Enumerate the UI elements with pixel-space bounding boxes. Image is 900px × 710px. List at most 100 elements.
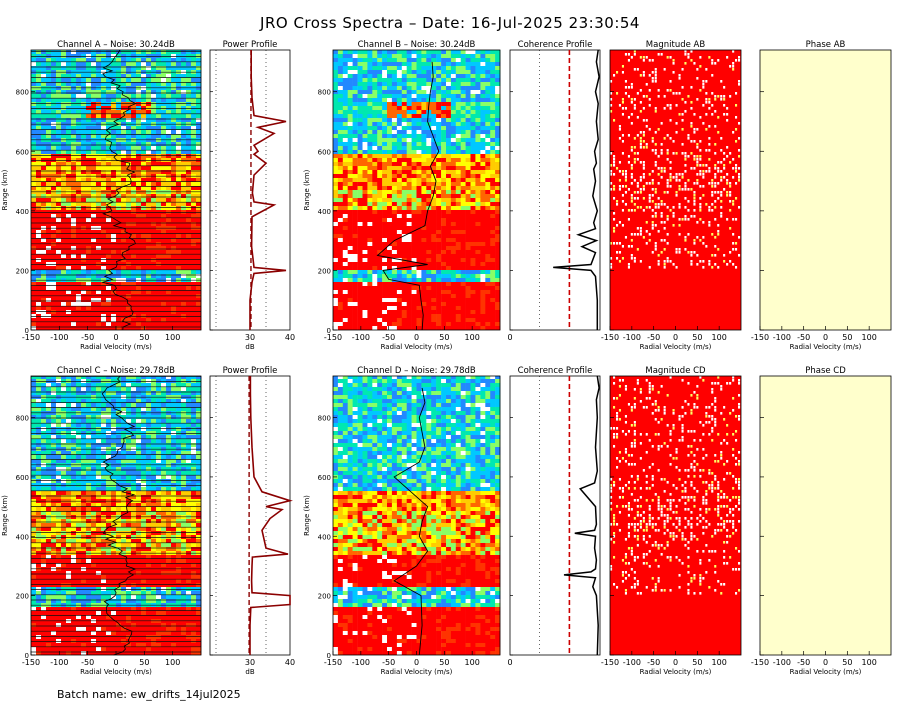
spectra-cell [111,74,117,78]
spectra-cell [485,166,491,170]
spectra-cell [382,210,388,214]
spectra-cell [46,286,52,290]
spectra-cell [421,250,427,254]
spectra-cell [111,94,117,98]
spectra-cell [352,174,358,178]
spectra-cell [490,70,496,74]
spectra-cell [441,158,447,162]
spectra-cell [342,214,348,218]
spectra-cell [406,254,412,258]
spectra-cell [387,302,393,306]
spectra-cell [367,306,373,310]
spectra-cell [475,54,481,58]
spectra-cell [382,294,388,298]
spectra-cell [490,254,496,258]
spectra-cell [181,102,187,106]
spectra-cell [362,314,368,318]
spectra-cell [342,286,348,290]
spectra-cell [146,66,152,70]
spectra-cell [181,158,187,162]
spectra-cell [171,146,177,150]
spectra-cell [116,186,122,190]
spectra-cell [141,166,147,170]
spectra-cell [401,70,407,74]
spectra-cell [480,266,486,270]
spectra-cell [136,58,142,62]
spectra-cell [176,326,182,330]
spectra-cell [66,130,72,134]
spectra-cell [337,110,344,114]
spectra-cell [342,158,348,162]
spectra-cell [181,170,187,174]
spectra-cell [126,134,132,138]
spectra-cell [391,94,398,98]
spectra-cell [372,138,378,142]
spectra-cell [81,230,87,234]
magnitude-cell [639,89,642,92]
spectra-cell [76,114,82,118]
spectra-cell [377,130,383,134]
spectra-cell [406,242,412,246]
spectra-cell [66,206,72,210]
spectra-cell [91,54,97,58]
spectra-cell [191,238,197,242]
spectra-cell [81,110,87,114]
spectra-cell [136,198,142,202]
spectra-cell [352,130,358,134]
spectra-cell [151,102,157,106]
spectra-cell [401,218,407,222]
spectra-cell [450,66,457,70]
spectra-cell [382,102,388,106]
spectra-cell [357,254,363,258]
spectra-cell [196,218,202,222]
spectra-cell [91,150,97,154]
velocity-tick-label: 50 [439,333,449,342]
spectra-cell [401,246,407,250]
spectra-cell [106,170,112,174]
spectra-cell [401,214,407,218]
spectra-cell [342,234,348,238]
spectra-cell [396,182,403,186]
spectra-cell [156,94,162,98]
spectra-cell [391,190,398,194]
spectra-cell [362,282,368,286]
spectra-cell [116,106,122,110]
spectra-cell [426,174,432,178]
spectra-cell [146,74,152,78]
spectra-cell [171,322,177,326]
spectra-cell [382,190,388,194]
spectra-cell [146,210,152,214]
spectra-cell [485,106,491,110]
spectra-cell [56,282,62,286]
spectra-cell [66,162,72,166]
spectra-cell [495,222,501,226]
spectra-cell [396,234,403,238]
spectra-cell [101,118,107,122]
spectra-cell [342,162,348,166]
spectra-cell [465,166,471,170]
spectra-cell [421,286,427,290]
spectra-cell [470,222,476,226]
spectra-cell [485,206,491,210]
spectra-cell [111,318,117,322]
spectra-cell [367,62,373,66]
spectra-cell [441,266,447,270]
spectra-cell [475,114,481,118]
spectra-cell [347,110,353,114]
spectra-cell [101,290,107,294]
spectra-cell [377,198,383,202]
spectra-cell [41,298,47,302]
spectra-cell [166,94,172,98]
spectra-cell [352,198,358,202]
velocity-tick-label: 100 [465,333,480,342]
spectra-cell [161,238,167,242]
spectra-cell [436,66,442,70]
spectra-cell [196,82,202,86]
spectra-cell [416,210,422,214]
spectra-cell [66,302,72,306]
spectra-cell [333,150,339,154]
spectra-cell [421,122,427,126]
spectra-cell [31,154,37,158]
spectra-cell [387,110,393,114]
spectra-cell [480,134,486,138]
